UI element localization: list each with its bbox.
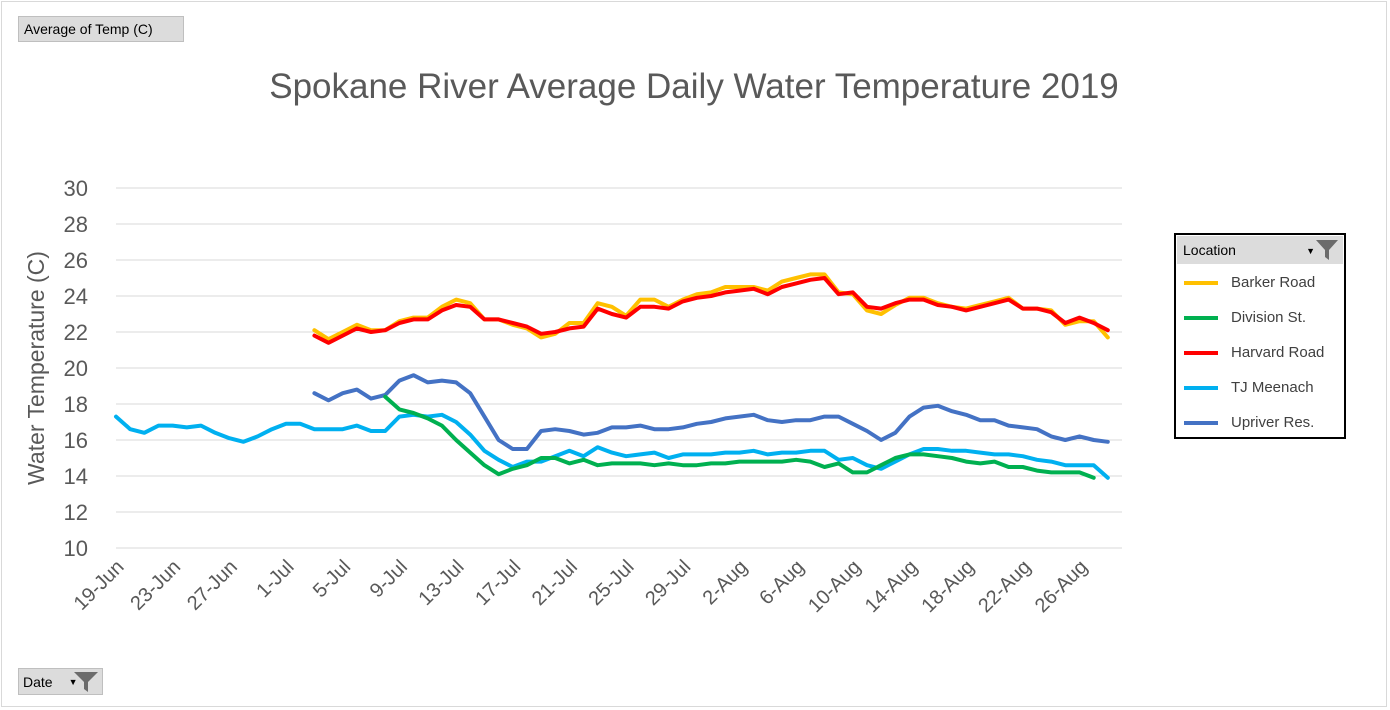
legend: Location ▼ Barker Road Division St. Harvar…: [1174, 233, 1346, 439]
y-tick-label: 22: [64, 320, 88, 345]
x-tick-label: 19-Jun: [70, 556, 129, 615]
axis-field-label: Date: [23, 673, 53, 690]
y-tick-label: 28: [64, 212, 88, 237]
legend-items: Barker Road Division St. Harvard Road TJ Me…: [1176, 265, 1344, 440]
series-line-upriver-res: [312, 373, 1110, 451]
legend-label: TJ Meenach: [1231, 379, 1314, 396]
legend-field-button[interactable]: Location ▼: [1177, 236, 1343, 264]
dropdown-arrow-icon: ▼: [1306, 246, 1315, 256]
filter-funnel-icon[interactable]: [73, 671, 99, 693]
dropdown-arrow-icon: ▼: [68, 676, 78, 687]
y-tick-label: 24: [64, 284, 88, 309]
x-tick-label: 21-Jul: [528, 556, 582, 610]
legend-swatch: [1184, 385, 1218, 390]
series-line-tj-meenach: [114, 412, 1110, 480]
legend-entry: Division St.: [1176, 300, 1344, 335]
y-tick-label: 16: [64, 428, 88, 453]
legend-field-label: Location: [1183, 242, 1236, 258]
legend-entry: Upriver Res.: [1176, 405, 1344, 440]
x-tick-label: 2-Aug: [699, 556, 752, 609]
x-tick-label: 22-Aug: [974, 556, 1035, 617]
series-line-harvard-road: [312, 276, 1110, 345]
x-tick-label: 13-Jul: [415, 556, 469, 610]
x-tick-label: 18-Aug: [918, 556, 979, 617]
x-tick-label: 9-Jul: [366, 556, 412, 602]
legend-entry: Barker Road: [1176, 265, 1344, 300]
x-tick-label: 25-Jul: [585, 556, 639, 610]
chart-title: Spokane River Average Daily Water Temper…: [269, 67, 1119, 106]
x-tick-label: 6-Aug: [755, 556, 808, 609]
legend-swatch: [1184, 280, 1218, 285]
y-tick-label: 10: [64, 536, 88, 561]
gridlines: [116, 187, 1122, 549]
x-tick-label: 27-Jun: [183, 556, 242, 615]
legend-swatch: [1184, 350, 1218, 355]
series-line-barker-road: [312, 272, 1110, 342]
legend-label: Barker Road: [1231, 274, 1316, 291]
series-lines: [114, 272, 1110, 480]
legend-label: Harvard Road: [1231, 344, 1325, 361]
y-axis-label: Water Temperature (C): [23, 251, 49, 485]
x-tick-label: 5-Jul: [309, 556, 355, 602]
x-tick-label: 26-Aug: [1031, 556, 1092, 617]
x-tick-label: 17-Jul: [471, 556, 525, 610]
x-tick-label: 29-Jul: [641, 556, 695, 610]
legend-label: Division St.: [1231, 309, 1307, 326]
legend-entry: Harvard Road: [1176, 335, 1344, 370]
x-tick-label: 1-Jul: [252, 556, 298, 602]
legend-swatch: [1184, 315, 1218, 320]
legend-entry: TJ Meenach: [1176, 370, 1344, 405]
y-tick-label: 14: [64, 464, 88, 489]
y-tick-label: 20: [64, 356, 88, 381]
value-field-button[interactable]: Average of Temp (C): [18, 16, 184, 42]
legend-swatch: [1184, 420, 1218, 425]
y-tick-labels: 10 12 14 16 18 20 22 24 26 28 30: [64, 176, 88, 561]
y-tick-label: 26: [64, 248, 88, 273]
axis-field-button[interactable]: Date ▼: [18, 668, 103, 695]
series-line-division-st: [383, 394, 1096, 480]
x-tick-label: 14-Aug: [861, 556, 922, 617]
value-field-label: Average of Temp (C): [24, 21, 153, 37]
y-tick-label: 30: [64, 176, 88, 201]
x-tick-label: 10-Aug: [804, 556, 865, 617]
y-tick-label: 18: [64, 392, 88, 417]
y-tick-label: 12: [64, 500, 88, 525]
filter-funnel-icon[interactable]: [1315, 239, 1339, 261]
legend-label: Upriver Res.: [1231, 414, 1315, 431]
x-tick-label: 23-Jun: [126, 556, 185, 615]
